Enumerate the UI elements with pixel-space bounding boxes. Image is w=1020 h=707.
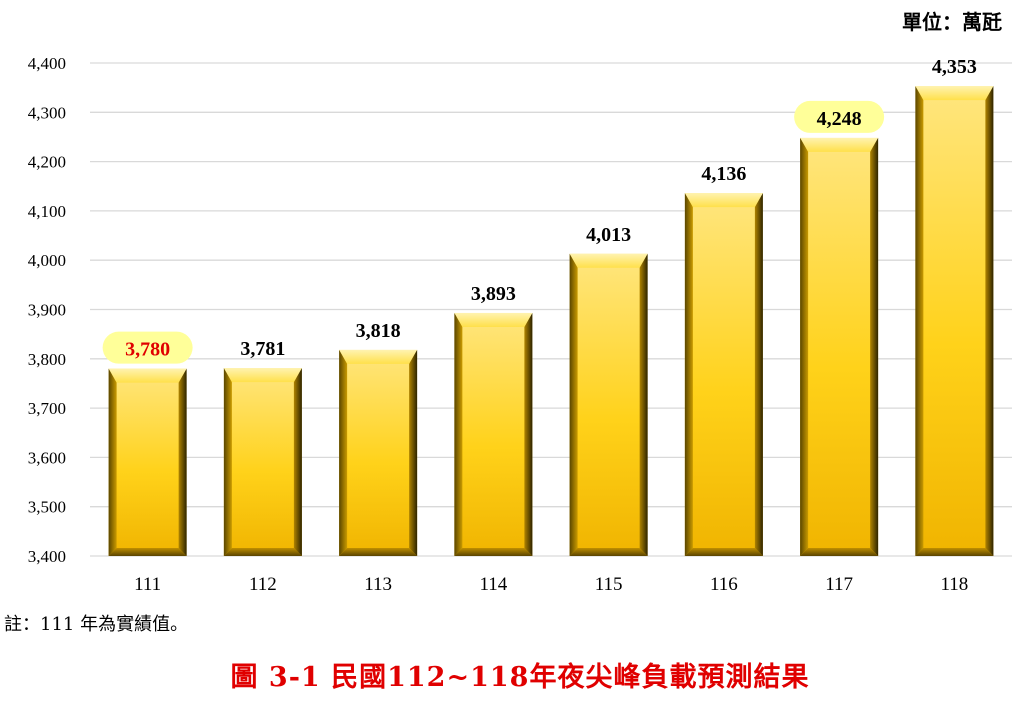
data-label: 4,136 — [701, 163, 746, 185]
x-tick-label: 115 — [595, 574, 623, 595]
bars — [108, 86, 994, 557]
y-axis: 3,400 3,500 3,600 3,700 3,800 3,900 4,000 4,100… — [28, 54, 66, 566]
y-tick-label: 3,400 — [28, 547, 66, 566]
x-tick-label: 116 — [710, 574, 738, 595]
x-tick-label: 118 — [940, 574, 968, 595]
x-tick-label: 114 — [479, 574, 507, 595]
y-tick-label: 3,800 — [28, 350, 66, 369]
bar — [454, 312, 533, 556]
y-tick-label: 3,600 — [28, 448, 66, 467]
x-axis: 111 112 113 114 115 116 117 118 — [134, 574, 968, 595]
y-tick-label: 3,700 — [28, 399, 66, 418]
bar — [223, 368, 302, 556]
bar — [684, 193, 763, 557]
x-tick-label: 113 — [364, 574, 392, 595]
bar — [915, 86, 994, 557]
data-label: 4,353 — [932, 56, 977, 78]
y-tick-label: 4,000 — [28, 251, 66, 270]
data-label: 4,013 — [586, 224, 631, 246]
y-tick-label: 4,400 — [28, 54, 66, 73]
y-tick-label: 4,200 — [28, 153, 66, 172]
data-label: 3,893 — [471, 283, 516, 305]
bar — [339, 349, 418, 556]
data-label: 3,780 — [125, 339, 170, 361]
highlight-badge — [794, 100, 885, 133]
highlight-badge — [102, 331, 193, 364]
x-tick-label: 117 — [825, 574, 853, 595]
unit-label: 單位：萬瓩 — [902, 10, 1002, 34]
y-tick-label: 4,300 — [28, 103, 66, 122]
bar — [800, 137, 879, 556]
bar — [569, 253, 648, 556]
x-tick-label: 111 — [134, 574, 161, 595]
y-tick-label: 3,500 — [28, 498, 66, 517]
x-tick-label: 112 — [249, 574, 277, 595]
footnote: 註：111 年為實績值。 — [4, 614, 189, 635]
data-label: 3,781 — [240, 338, 285, 360]
figure-caption: 圖 3-1 民國112~118年夜尖峰負載預測結果 — [230, 662, 810, 693]
y-tick-label: 3,900 — [28, 301, 66, 320]
data-label: 3,818 — [356, 320, 401, 342]
data-label: 4,248 — [817, 108, 862, 130]
y-tick-label: 4,100 — [28, 202, 66, 221]
bar — [108, 368, 187, 556]
bar-chart: 3,400 3,500 3,600 3,700 3,800 3,900 4,000 4,100… — [28, 54, 1012, 595]
value-labels: 3,780 3,781 3,818 3,893 4,013 4,136 4,248 4,353 — [102, 56, 977, 364]
